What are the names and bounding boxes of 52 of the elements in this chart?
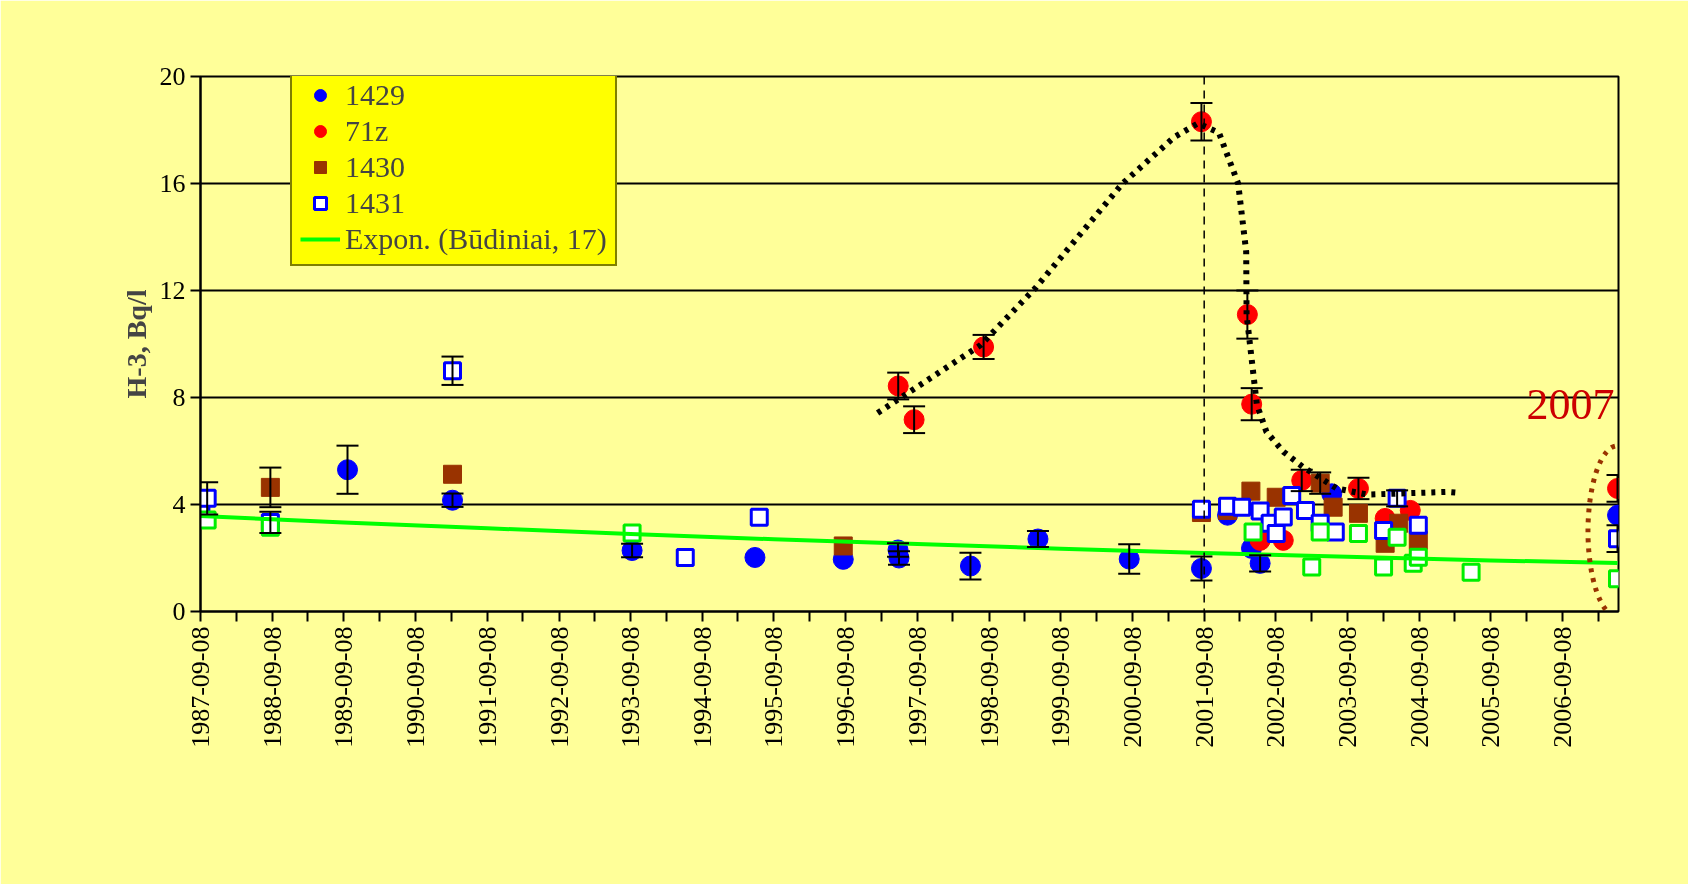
x-tick-label: 1987-09-08: [186, 626, 215, 748]
point: [1302, 557, 1322, 577]
point: [1273, 507, 1293, 527]
legend-label: 1429: [345, 78, 405, 112]
x-tick-label: 1990-09-08: [401, 626, 431, 748]
point: [1282, 485, 1302, 505]
point: [1323, 497, 1343, 517]
x-tick-label: 1995-09-08: [759, 626, 789, 748]
point: [1348, 523, 1368, 543]
y-tick-label: 8: [172, 383, 186, 412]
x-tick-label: 2002-09-08: [1261, 626, 1291, 748]
x-tick-label: 1993-09-08: [616, 626, 646, 748]
point: [1241, 481, 1261, 501]
legend-label: 71z: [345, 114, 389, 148]
legend-label: 1430: [345, 150, 405, 184]
point: [443, 464, 462, 484]
point: [1232, 497, 1252, 517]
x-tick-label: 1999-09-08: [1046, 626, 1076, 748]
x-tick-label: 1989-09-08: [329, 626, 359, 748]
legend-label: 1431: [345, 186, 405, 220]
y-tick-label: 4: [172, 490, 186, 519]
y-axis-title: H-3, Bq/l: [120, 289, 152, 399]
point: [749, 507, 769, 527]
x-tick-label: 1992-09-08: [544, 626, 574, 748]
x-tick-label: 1991-09-08: [472, 626, 502, 748]
legend-label: Expon. (Būdiniai, 17): [345, 222, 607, 256]
x-tick-label: 1998-09-08: [974, 626, 1004, 748]
x-tick-label: 1988-09-08: [257, 626, 287, 748]
x-tick-label: 2005-09-08: [1476, 626, 1506, 748]
y-tick-label: 0: [172, 597, 186, 626]
point: [1295, 500, 1315, 520]
x-tick-label: 2003-09-08: [1332, 626, 1362, 748]
point: [1310, 522, 1330, 542]
point: [1387, 527, 1407, 547]
point: [1374, 557, 1394, 577]
point: [744, 546, 766, 568]
y-tick-label: 20: [159, 62, 186, 91]
y-tick-label: 12: [159, 276, 186, 305]
x-tick-label: 1997-09-08: [902, 626, 932, 748]
point: [1266, 523, 1286, 543]
point: [1461, 562, 1481, 582]
point: [675, 547, 695, 567]
x-tick-label: 2001-09-08: [1189, 626, 1219, 748]
point: [1408, 515, 1428, 535]
point: [1243, 522, 1263, 542]
x-tick-label: 2000-09-08: [1118, 626, 1148, 748]
x-tick-label: 2006-09-08: [1548, 626, 1578, 748]
y-tick-label: 16: [159, 169, 186, 198]
x-tick-label: 1994-09-08: [687, 626, 717, 748]
x-tick-label: 1996-09-08: [831, 626, 861, 748]
x-tick-label: 2004-09-08: [1404, 626, 1434, 748]
point: [1348, 503, 1368, 523]
